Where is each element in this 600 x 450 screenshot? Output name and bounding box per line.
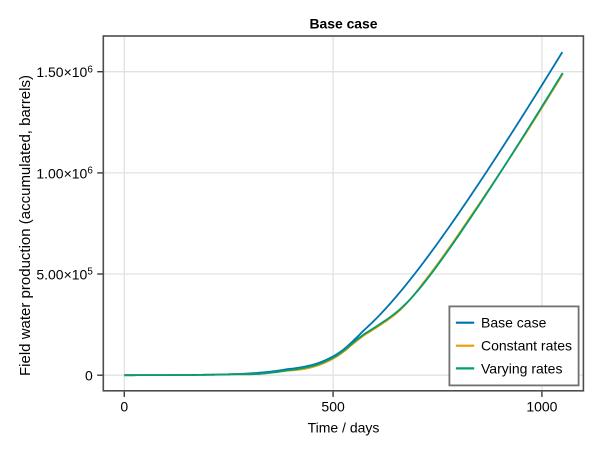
svg-text:500: 500 <box>321 399 345 415</box>
svg-text:0: 0 <box>120 399 128 415</box>
svg-text:0: 0 <box>85 368 93 384</box>
svg-text:1000: 1000 <box>526 399 557 415</box>
svg-text:1.50×106: 1.50×106 <box>36 64 93 80</box>
svg-text:Varying rates: Varying rates <box>481 360 562 376</box>
svg-text:5.00×105: 5.00×105 <box>36 267 93 283</box>
svg-text:Base case: Base case <box>481 315 547 331</box>
svg-text:1.00×106: 1.00×106 <box>36 165 93 181</box>
svg-text:Time / days: Time / days <box>308 420 380 436</box>
svg-text:Constant rates: Constant rates <box>481 338 572 354</box>
svg-text:Field water production (accumu: Field water production (accumulated, bar… <box>17 75 34 376</box>
svg-text:Base case: Base case <box>310 16 378 32</box>
